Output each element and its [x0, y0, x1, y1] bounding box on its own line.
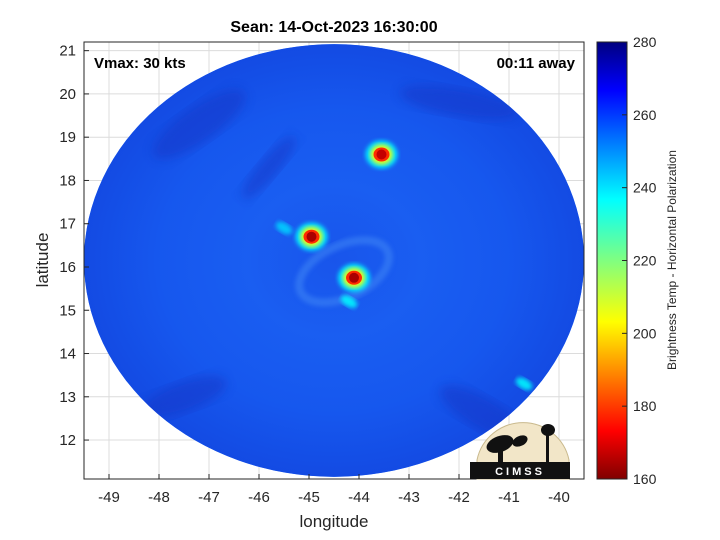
swath-dark-band — [141, 375, 227, 418]
y-tick-label: 14 — [59, 346, 76, 363]
colorbar-tick-label: 280 — [633, 34, 657, 50]
x-tick-label: -47 — [198, 489, 220, 506]
cool-spot — [515, 377, 533, 391]
y-tick-label: 13 — [59, 389, 76, 406]
x-ticks: -49 -48 -47 -46 -45 -44 -43 -42 -41 -40 — [98, 474, 570, 506]
swath-dark-band — [242, 136, 296, 199]
colorbar-tick-label: 260 — [633, 107, 657, 123]
colorbar-tick-label: 240 — [633, 180, 657, 196]
y-tick-label: 12 — [59, 432, 76, 449]
swath-shading — [84, 44, 584, 477]
colorbar: 160 180 200 220 240 260 280 Brightness Temp - … — [596, 34, 679, 487]
cimss-logo: CIMSS — [470, 422, 570, 480]
logo-dish-mount — [498, 448, 503, 462]
y-tick-label: 19 — [59, 129, 76, 146]
y-tick-label: 21 — [59, 43, 76, 60]
cold-core — [306, 231, 317, 242]
logo-tank-icon — [541, 424, 555, 436]
rainband — [295, 236, 393, 307]
logo-tower-icon — [546, 432, 549, 463]
chart-title: Sean: 14-Oct-2023 16:30:00 — [230, 19, 437, 36]
y-tick-label: 15 — [59, 302, 76, 319]
swath-dark-band — [399, 85, 519, 120]
x-tick-label: -46 — [248, 489, 270, 506]
vmax-annotation: Vmax: 30 kts — [94, 55, 186, 72]
logo-text: CIMSS — [495, 466, 545, 478]
x-tick-label: -45 — [298, 489, 320, 506]
cool-spot — [275, 221, 293, 235]
cold-core — [349, 272, 359, 283]
time-offset-annotation: 00:11 away — [497, 55, 576, 72]
colorbar-tick-label: 160 — [633, 471, 657, 487]
x-tick-label: -41 — [498, 489, 520, 506]
x-tick-label: -40 — [548, 489, 570, 506]
x-axis-label: longitude — [299, 512, 368, 531]
cool-spot — [340, 295, 358, 308]
colorbar-tick-label: 200 — [633, 325, 657, 341]
swath-texture — [84, 44, 584, 477]
y-axis-label: latitude — [33, 233, 52, 288]
x-tick-label: -49 — [98, 489, 120, 506]
colorbar-ticks: 160 180 200 220 240 260 280 — [622, 34, 657, 487]
x-tick-label: -42 — [448, 489, 470, 506]
y-ticks: 12 13 14 15 16 17 18 19 20 21 — [59, 43, 89, 449]
y-tick-label: 17 — [59, 216, 76, 233]
y-tick-label: 20 — [59, 86, 76, 103]
logo-banner — [470, 462, 570, 479]
plot-area — [84, 42, 584, 479]
swath-image — [84, 44, 584, 477]
plot-frame — [83, 41, 585, 480]
x-tick-label: -43 — [398, 489, 420, 506]
y-tick-label: 18 — [59, 172, 76, 189]
x-tick-label: -48 — [148, 489, 170, 506]
logo-dish-icon — [486, 435, 514, 453]
cold-core — [376, 149, 387, 160]
colorbar-tick-label: 220 — [633, 253, 657, 269]
colorbar-label: Brightness Temp - Horizontal Polarizatio… — [665, 150, 679, 370]
swath-dark-band — [152, 89, 246, 160]
colorbar-tick-label: 180 — [633, 398, 657, 414]
logo-dish-icon-2 — [512, 435, 528, 447]
x-tick-label: -44 — [348, 489, 370, 506]
y-tick-label: 16 — [59, 259, 76, 276]
